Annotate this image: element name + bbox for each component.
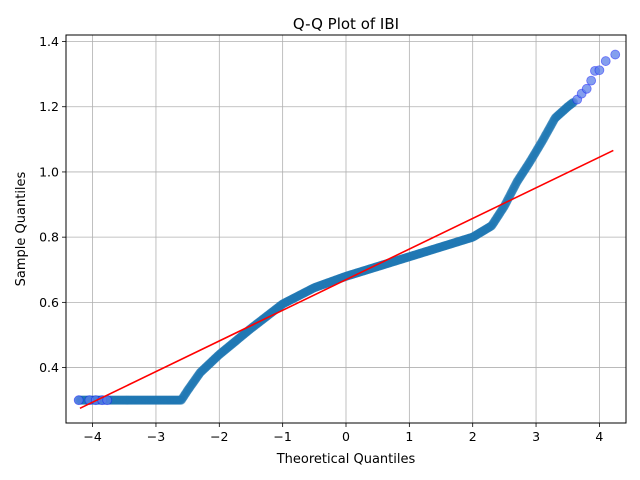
y-tick-label: 1.2 <box>39 99 59 114</box>
qq-outlier-point <box>610 49 621 60</box>
y-axis-ticks: 0.4 0.6 0.8 1.0 1.2 1.4 <box>39 34 66 375</box>
y-tick-label: 0.4 <box>39 360 59 375</box>
qq-outlier-point <box>594 65 605 76</box>
reference-line-group <box>79 149 614 410</box>
reference-line <box>79 149 614 410</box>
x-tick-label: 4 <box>595 429 603 444</box>
qq-outlier-point <box>73 395 84 406</box>
qq-outlier-point <box>581 83 592 94</box>
quantile-points <box>74 97 579 405</box>
y-tick-label: 0.6 <box>39 295 59 310</box>
qq-outlier-point <box>586 75 597 86</box>
x-tick-label: 3 <box>532 429 540 444</box>
x-tick-label: −2 <box>210 429 228 444</box>
x-tick-label: 0 <box>342 429 350 444</box>
chart-title: Q-Q Plot of IBI <box>293 15 399 33</box>
grid <box>66 35 626 423</box>
y-axis-label: Sample Quantiles <box>14 171 29 286</box>
x-tick-label: −3 <box>147 429 165 444</box>
x-tick-label: −4 <box>83 429 101 444</box>
x-axis-ticks: −4 −3 −2 −1 0 1 2 3 4 <box>83 423 603 444</box>
x-tick-label: 2 <box>469 429 477 444</box>
qq-outlier-point <box>600 56 611 66</box>
x-tick-label: −1 <box>273 429 291 444</box>
y-tick-label: 1.4 <box>39 34 59 49</box>
x-tick-label: 1 <box>405 429 413 444</box>
x-axis-label: Theoretical Quantiles <box>276 452 416 467</box>
y-tick-label: 0.8 <box>39 230 59 245</box>
y-tick-label: 1.0 <box>39 164 59 179</box>
